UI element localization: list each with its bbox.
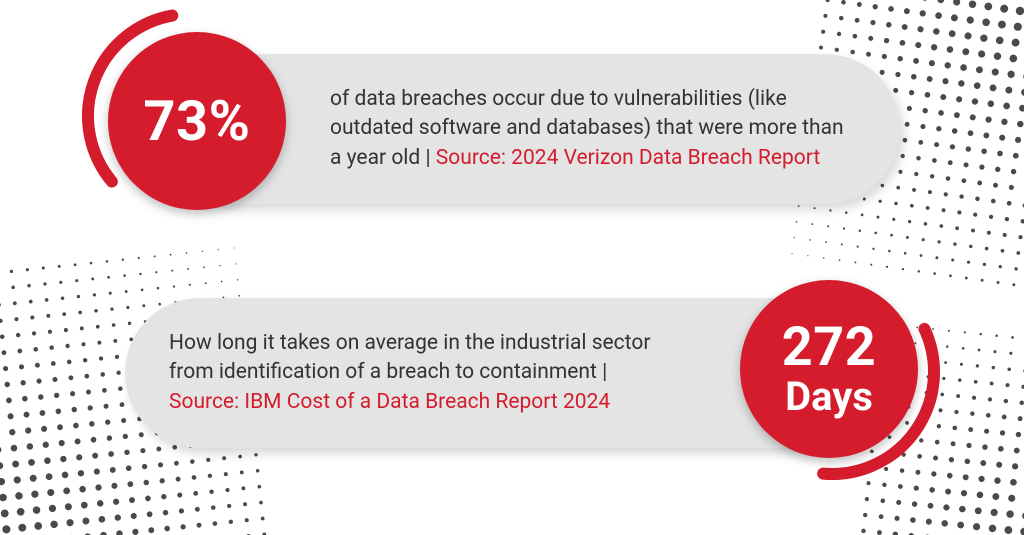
stat-1-source: Source: 2024 Verizon Data Breach Report: [436, 146, 820, 170]
stat-badge-2: 272 Days: [740, 280, 918, 458]
stat-2-unit: Days: [785, 377, 873, 417]
stat-2-separator: |: [597, 360, 607, 384]
stat-2-text: How long it takes on average in the indu…: [169, 329, 695, 417]
stat-2-source: Source: IBM Cost of a Data Breach Report…: [169, 390, 610, 414]
stat-1-separator: |: [420, 146, 436, 170]
stat-2-description: How long it takes on average in the indu…: [169, 331, 650, 384]
stat-badge-1: 73%: [108, 32, 286, 210]
stat-1-text: of data breaches occur due to vulnerabil…: [330, 85, 856, 173]
infographic-canvas: of data breaches occur due to vulnerabil…: [0, 0, 1024, 535]
stat-2-value: 272: [782, 321, 876, 375]
stat-1-value: 73%: [143, 93, 250, 149]
